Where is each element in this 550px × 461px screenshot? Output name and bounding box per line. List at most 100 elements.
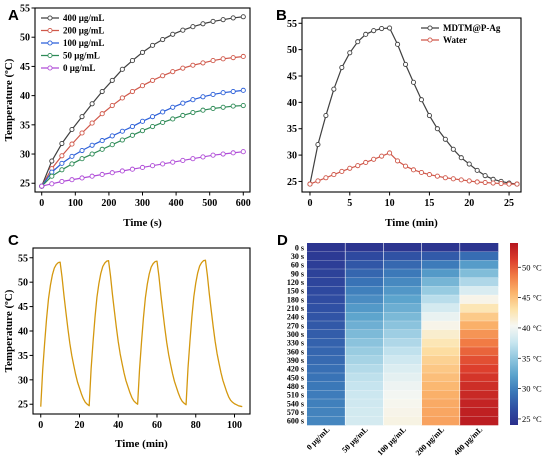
heatmap-cell <box>421 355 461 365</box>
legend-marker <box>47 15 53 21</box>
row-label: 150 s <box>287 287 304 296</box>
legend-marker <box>47 27 53 34</box>
heatmap-cell <box>421 321 461 330</box>
heatmap-cell <box>307 364 346 374</box>
data-point <box>49 181 55 187</box>
heatmap-cell <box>421 399 461 408</box>
data-point <box>79 156 85 162</box>
data-point <box>170 31 176 37</box>
heatmap-cell <box>345 286 384 296</box>
data-point <box>363 31 369 37</box>
data-point <box>49 169 55 175</box>
heatmap-cell <box>345 355 384 365</box>
heatmap-cell <box>459 390 499 400</box>
heatmap-cell <box>383 260 422 270</box>
y-tick-label: 35 <box>287 124 297 135</box>
data-point <box>474 167 480 173</box>
data-point <box>200 107 206 113</box>
data-point <box>69 126 75 133</box>
legend-entry: Water <box>443 35 467 45</box>
y-tick-label: 30 <box>18 375 28 386</box>
data-point <box>490 180 496 186</box>
data-point <box>371 28 377 34</box>
data-point <box>210 91 216 97</box>
data-point <box>514 181 520 187</box>
data-point <box>466 161 472 167</box>
heatmap-cell <box>459 338 499 348</box>
data-point <box>379 153 385 159</box>
heatmap-cell <box>307 373 346 382</box>
data-point <box>230 150 236 156</box>
data-point <box>379 25 385 32</box>
data-point <box>139 83 146 89</box>
heatmap-cell <box>459 407 499 417</box>
y-axis-label: Temperature (ºC) <box>3 289 15 372</box>
data-point <box>160 36 166 43</box>
data-point <box>371 156 377 162</box>
series-0 <box>39 14 246 189</box>
row-label: 300 s <box>287 330 304 339</box>
x-tick-label: 300 <box>135 198 150 209</box>
data-point <box>347 50 353 56</box>
data-point <box>240 87 246 93</box>
data-point <box>170 69 176 75</box>
colorbar-tick-label: 40 °C <box>522 323 542 333</box>
heatmap-cell <box>345 416 384 426</box>
data-point <box>119 168 125 174</box>
data-point <box>160 161 166 167</box>
data-point <box>180 27 186 33</box>
data-point <box>418 169 425 176</box>
heatmap-cell <box>383 347 422 356</box>
heatmap-cell <box>383 364 422 374</box>
data-point <box>180 100 186 106</box>
x-tick-label: 100 <box>68 198 83 209</box>
data-point <box>180 157 186 164</box>
data-point <box>139 128 146 134</box>
data-point <box>466 178 472 184</box>
heatmap-cell <box>383 312 422 322</box>
data-point <box>210 18 216 24</box>
heatmap-cell <box>421 277 461 287</box>
data-point <box>160 119 166 126</box>
panel-letter: D <box>277 232 288 249</box>
data-point <box>426 172 432 178</box>
data-point <box>230 55 236 61</box>
data-point <box>220 90 226 96</box>
data-point <box>69 177 75 183</box>
data-point <box>230 15 236 21</box>
heatmap-cell <box>345 295 384 304</box>
data-point <box>458 177 464 183</box>
heatmap-cell <box>307 381 346 391</box>
row-label: 240 s <box>287 313 304 322</box>
data-point <box>59 167 65 173</box>
x-tick-label: 10 <box>385 198 395 209</box>
heatmap-cell <box>459 312 499 322</box>
heatmap-cell <box>307 260 346 270</box>
data-point <box>200 94 206 100</box>
panel-letter: A <box>8 7 19 24</box>
data-point <box>180 65 186 71</box>
legend-marker <box>47 52 53 59</box>
x-tick-label: 20 <box>75 420 85 431</box>
row-label: 330 s <box>287 339 304 348</box>
heatmap-cell <box>421 329 461 339</box>
data-point <box>220 17 226 23</box>
data-point <box>190 97 196 103</box>
heatmap-cell <box>307 416 346 426</box>
x-tick-label: 100 <box>227 420 242 431</box>
data-point <box>160 73 166 79</box>
x-tick-label: 60 <box>152 420 162 431</box>
x-axis-label: Time (min) <box>385 217 438 229</box>
x-tick-label: 0 <box>39 198 44 209</box>
heatmap-cell <box>383 416 422 426</box>
heatmap-cell <box>345 338 384 348</box>
data-point <box>450 176 456 182</box>
heatmap-cell <box>421 260 461 270</box>
x-tick-label: 500 <box>202 198 217 209</box>
data-point <box>363 159 369 166</box>
data-point <box>59 178 65 185</box>
heatmap-cell <box>459 347 499 356</box>
heatmap-cell <box>307 312 346 322</box>
series-2 <box>39 87 246 189</box>
